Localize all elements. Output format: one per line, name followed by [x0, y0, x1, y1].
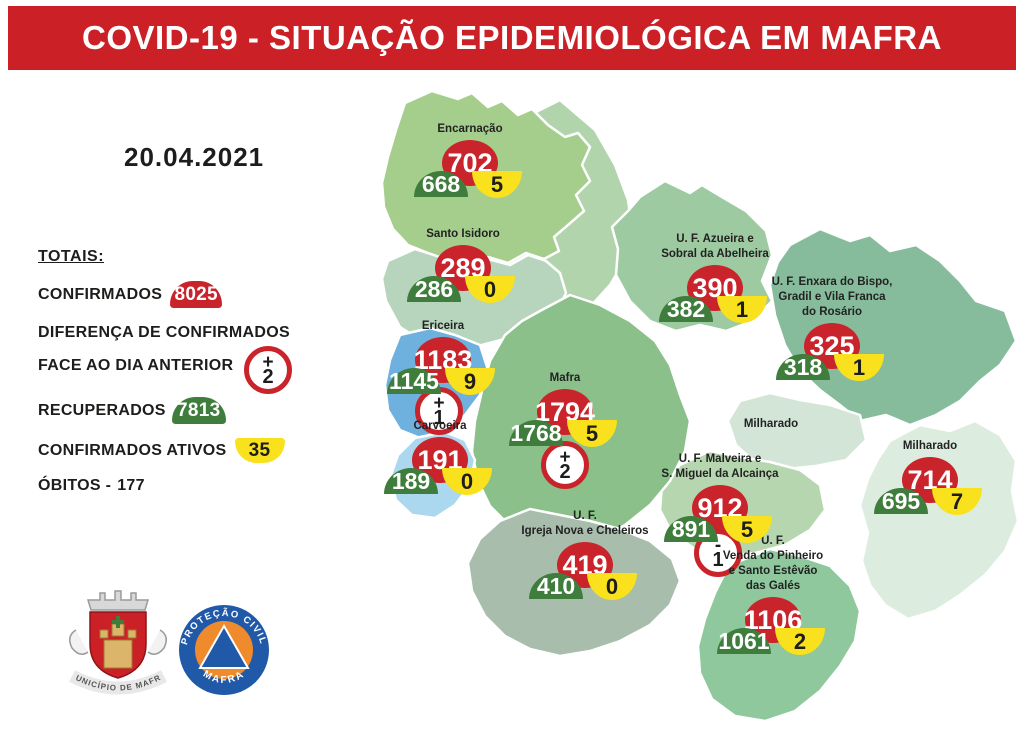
region-venda-pinheiro: U. F. Venda do Pinheiro e Santo Estêvão …	[703, 535, 843, 657]
confirmed-total-label: CONFIRMADOS	[38, 285, 163, 303]
logos-svg: MUNICÍPIO DE MAFRA PROTEÇÃO CIVIL MAFRA	[56, 571, 269, 695]
region-badges: 1106 1061 2	[703, 597, 843, 657]
delta-value: 1	[712, 548, 724, 571]
diff-value: 2	[262, 365, 274, 388]
recovered-badge: 189	[384, 468, 438, 494]
region-badges: 289 286 0	[393, 245, 533, 305]
deaths-value: 177	[117, 477, 145, 494]
header-banner: COVID-19 - SITUAÇÃO EPIDEMIOLÓGICA EM MA…	[8, 6, 1016, 70]
deaths-row: ÓBITOS - 177	[38, 477, 145, 495]
active-total-badge: 35	[234, 438, 285, 463]
totals-heading: TOTAIS:	[38, 248, 105, 265]
recovered-badge: 318	[776, 354, 830, 380]
recovered-total-badge: 7813	[171, 397, 226, 424]
active-badge: 2	[775, 628, 825, 655]
region-azueira: U. F. Azueira e Sobral da Abelheira 390 …	[645, 233, 785, 325]
recovered-badge: 382	[659, 296, 713, 322]
region-ericeira: Ericeira 1183 1145 9 + 1	[373, 320, 513, 435]
region-milharado: Milharado 714 695 7	[860, 440, 1000, 517]
diff-label-line2: FACE AO DIA ANTERIOR	[38, 357, 234, 374]
region-encarnacao: Encarnação 702 668 5	[400, 123, 540, 200]
region-name: U. F. Enxara do Bispo, Gradil e Vila Fra…	[771, 276, 893, 319]
active-total-label: CONFIRMADOS ATIVOS	[38, 441, 227, 459]
diff-label-line1: DIFERENÇA DE CONFIRMADOS	[38, 324, 290, 341]
region-name: Encarnação	[437, 123, 503, 136]
mafra-coat-of-arms-icon: MUNICÍPIO DE MAFRA	[56, 571, 168, 695]
region-igreja-nova: U. F. Igreja Nova e Cheleiros 419 410 0	[515, 510, 655, 602]
region-name: Ericeira	[421, 320, 465, 333]
recovered-badge: 286	[407, 276, 461, 302]
recovered-total-label: RECUPERADOS	[38, 401, 166, 419]
delta-value: 2	[559, 460, 571, 483]
region-badges: 1183 1145 9	[373, 337, 513, 397]
diff-circle: + 2	[244, 346, 292, 394]
active-badge: 5	[472, 171, 522, 198]
recovered-badge: 1768	[509, 419, 563, 446]
footer-logos: MUNICÍPIO DE MAFRA PROTEÇÃO CIVIL MAFRA	[56, 571, 270, 708]
region-name: U. F. Azueira e Sobral da Abelheira	[661, 233, 769, 261]
region-name: U. F. Igreja Nova e Cheleiros	[521, 510, 649, 538]
confirmed-total-badge: 8025	[170, 281, 223, 308]
region-badges: 325 318 1	[762, 323, 902, 383]
protecao-civil-logo-icon: PROTEÇÃO CIVIL MAFRA	[179, 605, 269, 695]
region-name: Santo Isidoro	[426, 228, 500, 241]
region-carvoeira: Carvoeira 191 189 0	[370, 420, 510, 497]
recovered-badge: 1145	[387, 368, 441, 394]
region-badges: 714 695 7	[860, 457, 1000, 517]
map-area-enxara	[768, 227, 1018, 427]
active-badge: 0	[587, 573, 637, 600]
recovered-badge: 891	[664, 516, 718, 542]
confirmed-total-row: CONFIRMADOS 8025	[38, 281, 223, 308]
recovered-badge: 695	[874, 488, 928, 514]
region-santo-isidoro: Santo Isidoro 289 286 0	[393, 228, 533, 305]
map-area-milharado-west	[726, 391, 868, 471]
region-name: Milharado	[902, 440, 958, 453]
page-title: COVID-19 - SITUAÇÃO EPIDEMIOLÓGICA EM MA…	[82, 19, 942, 56]
recovered-badge: 410	[529, 573, 583, 599]
region-name: Carvoeira	[413, 420, 467, 433]
region-name: Mafra	[549, 372, 581, 385]
active-badge: 0	[465, 276, 515, 303]
diff-sign: +	[262, 351, 274, 373]
active-badge: 1	[834, 354, 884, 381]
report-date: 20.04.2021	[124, 142, 265, 172]
delta-value: 1	[433, 406, 445, 429]
recovered-badge: 668	[414, 171, 468, 197]
recovered-total-row: RECUPERADOS 7813	[38, 397, 226, 424]
region-malveira: U. F. Malveira e S. Miguel da Alcainça 9…	[650, 453, 790, 577]
active-badge: 0	[442, 468, 492, 495]
milharado-area-label: Milharado	[743, 418, 799, 430]
recovered-badge: 1061	[717, 627, 771, 654]
daily-change-circle: + 1	[415, 387, 463, 435]
region-mafra: Mafra 1794 1768 5 + 2	[495, 372, 635, 489]
region-badges: 191 189 0	[370, 437, 510, 497]
region-badges: 419 410 0	[515, 542, 655, 602]
delta-sign: -	[714, 534, 722, 556]
active-total-row: CONFIRMADOS ATIVOS 35	[38, 438, 285, 463]
map-area-milharado-east	[858, 419, 1020, 621]
active-badge: 7	[932, 488, 982, 515]
region-badges: 390 382 1	[645, 265, 785, 325]
deaths-label: ÓBITOS -	[38, 477, 112, 494]
region-name: U. F. Venda do Pinheiro e Santo Estêvão …	[722, 535, 824, 593]
region-enxara: U. F. Enxara do Bispo, Gradil e Vila Fra…	[762, 276, 902, 383]
region-badges: 702 668 5	[400, 140, 540, 200]
delta-sign: +	[433, 392, 445, 414]
region-name: U. F. Malveira e S. Miguel da Alcainça	[661, 453, 779, 481]
region-badges: 1794 1768 5	[495, 389, 635, 449]
daily-change-circle: + 2	[541, 441, 589, 489]
delta-sign: +	[559, 446, 571, 468]
